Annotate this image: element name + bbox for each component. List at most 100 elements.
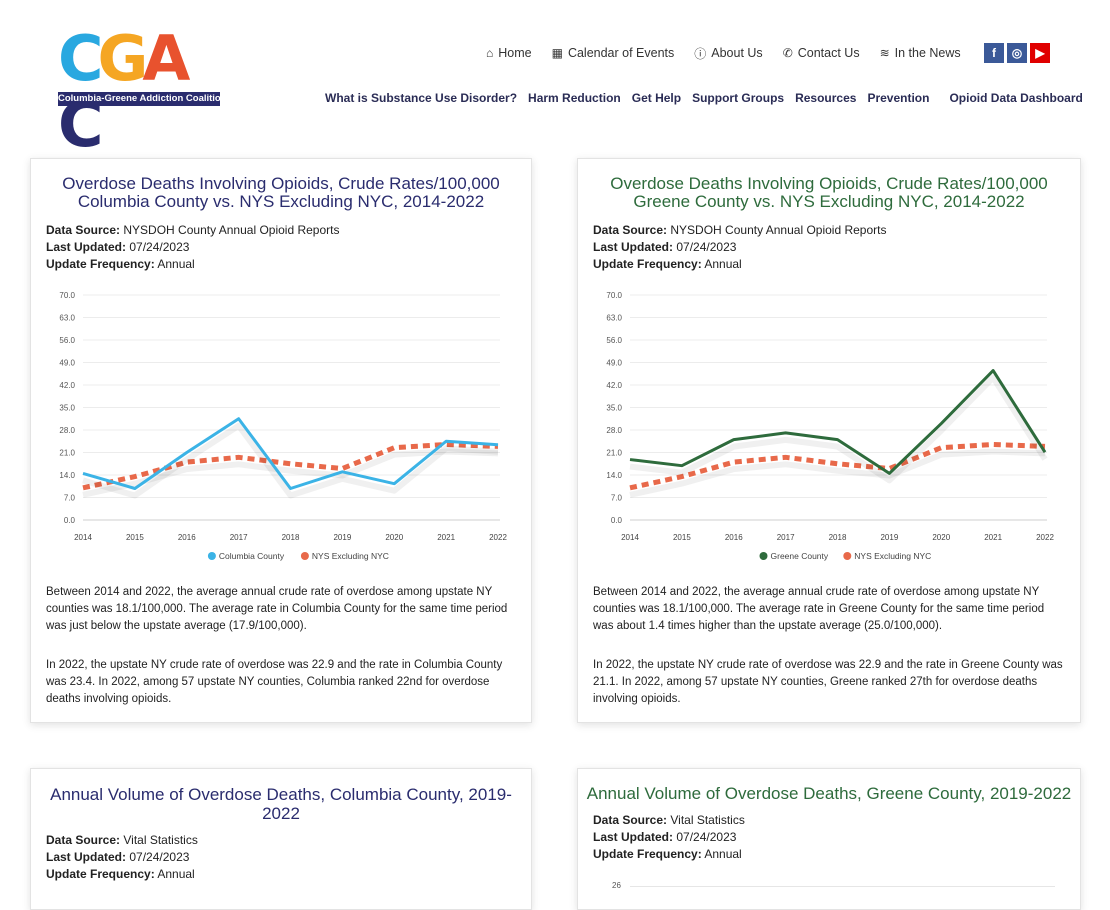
card-title: Overdose Deaths Involving Opioids, Crude…: [31, 175, 531, 211]
y-tick-label: 56.0: [606, 336, 622, 345]
last-updated-row: Last Updated: 07/24/2023: [46, 849, 531, 866]
card-greene-volume: Annual Volume of Overdose Deaths, Greene…: [577, 768, 1081, 910]
data-source-label: Data Source:: [46, 223, 120, 237]
legend-label: Greene County: [771, 551, 829, 561]
summary-paragraph-2: In 2022, the upstate NY crude rate of ov…: [46, 657, 516, 708]
y-tick-label: 42.0: [606, 381, 622, 390]
summary-paragraph-1: Between 2014 and 2022, the average annua…: [593, 584, 1065, 635]
update-frequency-label: Update Frequency:: [46, 867, 155, 881]
calendar-icon: ▦: [552, 46, 563, 60]
nav-prevention[interactable]: Prevention: [867, 91, 929, 105]
x-tick-label: 2021: [984, 533, 1002, 542]
y-tick-label: 14.0: [606, 471, 622, 480]
x-tick-label: 2017: [777, 533, 795, 542]
x-tick-label: 2015: [126, 533, 144, 542]
last-updated-label: Last Updated:: [593, 240, 673, 254]
y-tick-label: 49.0: [606, 359, 622, 368]
data-source-row: Data Source: Vital Statistics: [593, 812, 1080, 829]
logo-letter-g: G: [98, 26, 143, 92]
main-nav: What is Substance Use Disorder? Harm Red…: [325, 91, 1094, 105]
last-updated-label: Last Updated:: [593, 830, 673, 844]
card-columbia-rates: Overdose Deaths Involving Opioids, Crude…: [30, 158, 532, 723]
card-meta: Data Source: Vital Statistics Last Updat…: [593, 812, 1080, 863]
card-columbia-volume: Annual Volume of Overdose Deaths, Columb…: [30, 768, 532, 910]
nav-calendar[interactable]: ▦Calendar of Events: [552, 46, 675, 60]
data-source-label: Data Source:: [593, 813, 667, 827]
nav-label: Home: [498, 46, 531, 60]
last-updated-label: Last Updated:: [46, 240, 126, 254]
nav-label: About Us: [711, 46, 762, 60]
card-title-line2: 2022: [31, 804, 531, 823]
y-tick-label: 56.0: [59, 336, 75, 345]
volume-chart-ytick: 26: [612, 881, 621, 890]
x-tick-label: 2017: [230, 533, 248, 542]
update-frequency-value: Annual: [704, 257, 741, 271]
nav-get-help[interactable]: Get Help: [632, 91, 681, 105]
series-shadow: [630, 378, 1045, 481]
nav-opioid-dashboard[interactable]: Opioid Data Dashboard: [949, 91, 1082, 105]
phone-icon: ✆: [783, 46, 793, 60]
legend-label: Columbia County: [219, 551, 285, 561]
card-meta: Data Source: NYSDOH County Annual Opioid…: [593, 222, 1080, 273]
nav-label: Contact Us: [798, 46, 860, 60]
card-title: Annual Volume of Overdose Deaths, Columb…: [31, 785, 531, 823]
last-updated-row: Last Updated: 07/24/2023: [593, 829, 1080, 846]
data-source-row: Data Source: NYSDOH County Annual Opioid…: [593, 222, 1080, 239]
last-updated-row: Last Updated: 07/24/2023: [46, 239, 531, 256]
home-icon: ⌂: [486, 46, 493, 60]
instagram-icon[interactable]: ◎: [1007, 43, 1027, 63]
y-tick-label: 14.0: [59, 471, 75, 480]
update-frequency-label: Update Frequency:: [593, 847, 702, 861]
y-tick-label: 0.0: [64, 516, 76, 525]
card-meta: Data Source: NYSDOH County Annual Opioid…: [46, 222, 531, 273]
nav-support-groups[interactable]: Support Groups: [692, 91, 784, 105]
update-frequency-row: Update Frequency: Annual: [593, 846, 1080, 863]
legend-label: NYS Excluding NYC: [312, 551, 389, 561]
y-tick-label: 49.0: [59, 359, 75, 368]
card-title-line2: Greene County vs. NYS Excluding NYC, 201…: [578, 193, 1080, 211]
y-tick-label: 28.0: [59, 426, 75, 435]
data-source-label: Data Source:: [593, 223, 667, 237]
facebook-icon[interactable]: f: [984, 43, 1004, 63]
y-tick-label: 28.0: [606, 426, 622, 435]
x-tick-label: 2016: [178, 533, 196, 542]
update-frequency-label: Update Frequency:: [593, 257, 702, 271]
y-tick-label: 63.0: [59, 314, 75, 323]
last-updated-row: Last Updated: 07/24/2023: [593, 239, 1080, 256]
x-tick-label: 2016: [725, 533, 743, 542]
last-updated-value: 07/24/2023: [676, 240, 736, 254]
x-tick-label: 2022: [1036, 533, 1054, 542]
y-tick-label: 0.0: [611, 516, 623, 525]
last-updated-label: Last Updated:: [46, 850, 126, 864]
y-tick-label: 7.0: [64, 494, 76, 503]
data-source-label: Data Source:: [46, 833, 120, 847]
legend-marker: [760, 552, 768, 560]
nav-resources[interactable]: Resources: [795, 91, 856, 105]
x-tick-label: 2018: [282, 533, 300, 542]
y-tick-label: 42.0: [59, 381, 75, 390]
nav-harm-reduction[interactable]: Harm Reduction: [528, 91, 621, 105]
youtube-icon[interactable]: ▶: [1030, 43, 1050, 63]
y-tick-label: 35.0: [59, 404, 75, 413]
x-tick-label: 2019: [880, 533, 898, 542]
card-title-line1: Overdose Deaths Involving Opioids, Crude…: [578, 175, 1080, 193]
logo-tagline: Columbia-Greene Addiction Coalition: [58, 92, 220, 106]
data-source-value: NYSDOH County Annual Opioid Reports: [123, 223, 339, 237]
y-tick-label: 7.0: [611, 494, 623, 503]
nav-what-is-sud[interactable]: What is Substance Use Disorder?: [325, 91, 517, 105]
site-logo[interactable]: CGAC Columbia-Greene Addiction Coalition: [58, 26, 220, 110]
card-title-line1: Annual Volume of Overdose Deaths, Greene…: [578, 785, 1080, 803]
y-tick-label: 70.0: [59, 291, 75, 300]
x-tick-label: 2020: [932, 533, 950, 542]
last-updated-value: 07/24/2023: [129, 240, 189, 254]
update-frequency-label: Update Frequency:: [46, 257, 155, 271]
update-frequency-row: Update Frequency: Annual: [46, 256, 531, 273]
nav-contact[interactable]: ✆ Contact Us: [783, 46, 860, 60]
data-source-row: Data Source: Vital Statistics: [46, 832, 531, 849]
update-frequency-value: Annual: [157, 257, 194, 271]
nav-home[interactable]: ⌂ Home: [486, 46, 532, 60]
nav-news[interactable]: ≋In the News: [880, 46, 961, 60]
x-tick-label: 2018: [829, 533, 847, 542]
